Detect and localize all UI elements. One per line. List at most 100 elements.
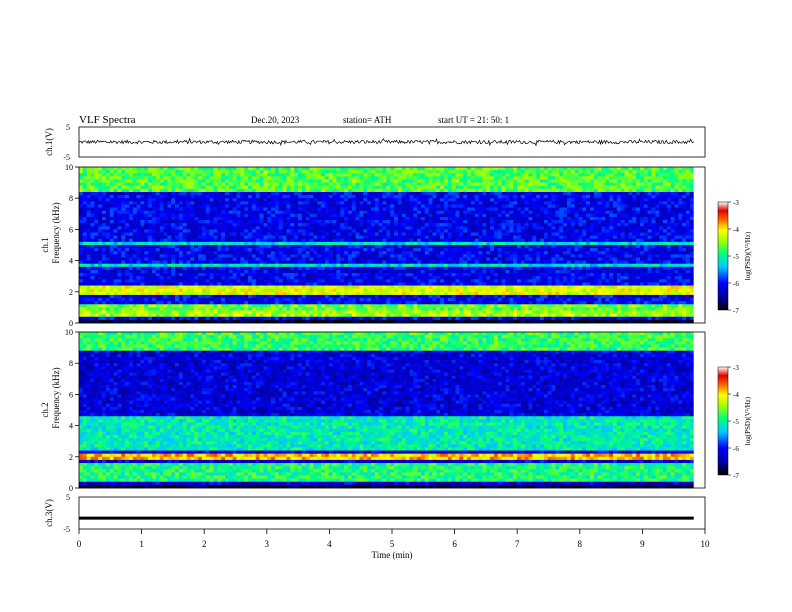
spectrogram-cell [171, 254, 176, 258]
spectrogram-cell [655, 260, 660, 265]
spectrogram-cell [152, 248, 157, 252]
spectrogram-cell [117, 226, 122, 230]
spectrogram-cell [132, 207, 137, 211]
spectrogram-cell [178, 176, 184, 180]
spectrogram-cell [255, 254, 260, 258]
spectrogram-cell [347, 226, 353, 230]
spectrogram-cell [497, 176, 502, 180]
spectrogram-cell [459, 191, 464, 196]
spectrogram-cell [209, 241, 214, 246]
spectrogram-cell [459, 248, 464, 252]
spectrogram-cell [113, 238, 118, 243]
spectrogram-cell [417, 213, 422, 218]
spectrogram-cell [390, 226, 395, 230]
spectrogram-cell [586, 248, 591, 252]
spectrogram-cell [340, 251, 345, 255]
spectrogram-cell [282, 185, 287, 190]
spectrogram-cell [682, 220, 687, 224]
spectrogram-cell [451, 170, 456, 174]
spectrogram-cell [459, 198, 464, 202]
spectrogram-cell [201, 195, 207, 199]
spectrogram-cell [436, 216, 441, 221]
spectrogram-cell [282, 176, 287, 180]
spectrogram-cell [79, 213, 84, 218]
spectrogram-cell [152, 185, 157, 190]
spectrogram-cell [551, 251, 556, 255]
spectrogram-cell [298, 191, 303, 196]
spectrogram-cell [251, 210, 257, 215]
spectrogram-cell [405, 235, 410, 240]
spectrogram-cell [436, 238, 441, 243]
spectrogram-cell [98, 241, 103, 246]
spectrogram-cell [455, 176, 460, 180]
spectrogram-cell [244, 220, 249, 224]
spectrogram-cell [355, 210, 360, 215]
spectrogram-cell [371, 176, 376, 180]
spectrogram-cell [566, 167, 572, 171]
spectrogram-cell [436, 195, 441, 199]
spectrogram-cell [651, 220, 656, 224]
spectrogram-cell [98, 201, 103, 205]
spectrogram-cell [455, 173, 460, 177]
spectrogram-cell [194, 229, 199, 233]
spectrogram-cell [378, 188, 383, 193]
spectrogram-cell [186, 229, 191, 233]
spectrogram-cell [201, 167, 207, 171]
spectrogram-cell [505, 257, 510, 261]
spectrogram-cell [670, 238, 675, 243]
spectrogram-cell [351, 216, 356, 221]
spectrogram-cell [305, 241, 310, 246]
spectrogram-cell [655, 232, 660, 236]
spectrogram-cell [566, 188, 572, 193]
spectrogram-cell [205, 201, 210, 205]
spectrogram-cell [82, 238, 87, 243]
spectrogram-cell [382, 257, 387, 261]
spectrogram-cell [359, 185, 364, 190]
spectrogram-cell [440, 223, 445, 227]
spectrogram-cell [182, 220, 187, 224]
spectrogram-cell [363, 226, 368, 230]
spectrogram-cell [140, 248, 145, 252]
spectrogram-cell [386, 232, 391, 236]
spectrogram-cell [428, 207, 433, 211]
spectrogram-cell [394, 182, 399, 187]
spectrogram-cell [105, 241, 111, 246]
spectrogram-cell [286, 251, 291, 255]
spectrogram-cell [225, 170, 230, 174]
spectrogram-cell [513, 232, 518, 236]
spectrogram-cell [282, 223, 287, 227]
spectrogram-cell [559, 191, 564, 196]
spectrogram-cell [455, 260, 460, 265]
spectrogram-cell [186, 170, 191, 174]
spectrogram-cell [213, 238, 218, 243]
spectrogram-cell [482, 204, 487, 208]
spectrogram-cell [597, 201, 602, 205]
spectrogram-cell [666, 179, 671, 183]
spectrogram-cell [290, 248, 295, 252]
spectrogram-cell [674, 167, 679, 171]
spectrogram-cell [90, 213, 95, 218]
spectrogram-cell [178, 210, 184, 215]
spectrogram-cell [132, 195, 137, 199]
spectrogram-cell [340, 201, 345, 205]
spectrogram-cell [267, 167, 272, 171]
spectrogram-cell [113, 185, 118, 190]
spectrogram-cell [128, 220, 134, 224]
spectrogram-cell [601, 188, 606, 193]
spectrogram-cell [182, 191, 187, 196]
spectrogram-cell [332, 216, 337, 221]
spectrogram-cell [501, 185, 506, 190]
spectrogram-cell [317, 210, 322, 215]
spectrogram-cell [367, 204, 372, 208]
spectrogram-cell [347, 213, 353, 218]
spectrogram-cell [363, 195, 368, 199]
spectrogram-cell [401, 204, 406, 208]
spectrogram-cell [620, 226, 625, 230]
spectrogram-cell [593, 167, 598, 171]
spectrogram-cell [90, 241, 95, 246]
spectrogram-cell [255, 238, 260, 243]
spectrogram-cell [278, 223, 283, 227]
spectrogram-cell [213, 254, 218, 258]
spectrogram-cell [125, 248, 130, 252]
spectrogram-cell [236, 176, 241, 180]
